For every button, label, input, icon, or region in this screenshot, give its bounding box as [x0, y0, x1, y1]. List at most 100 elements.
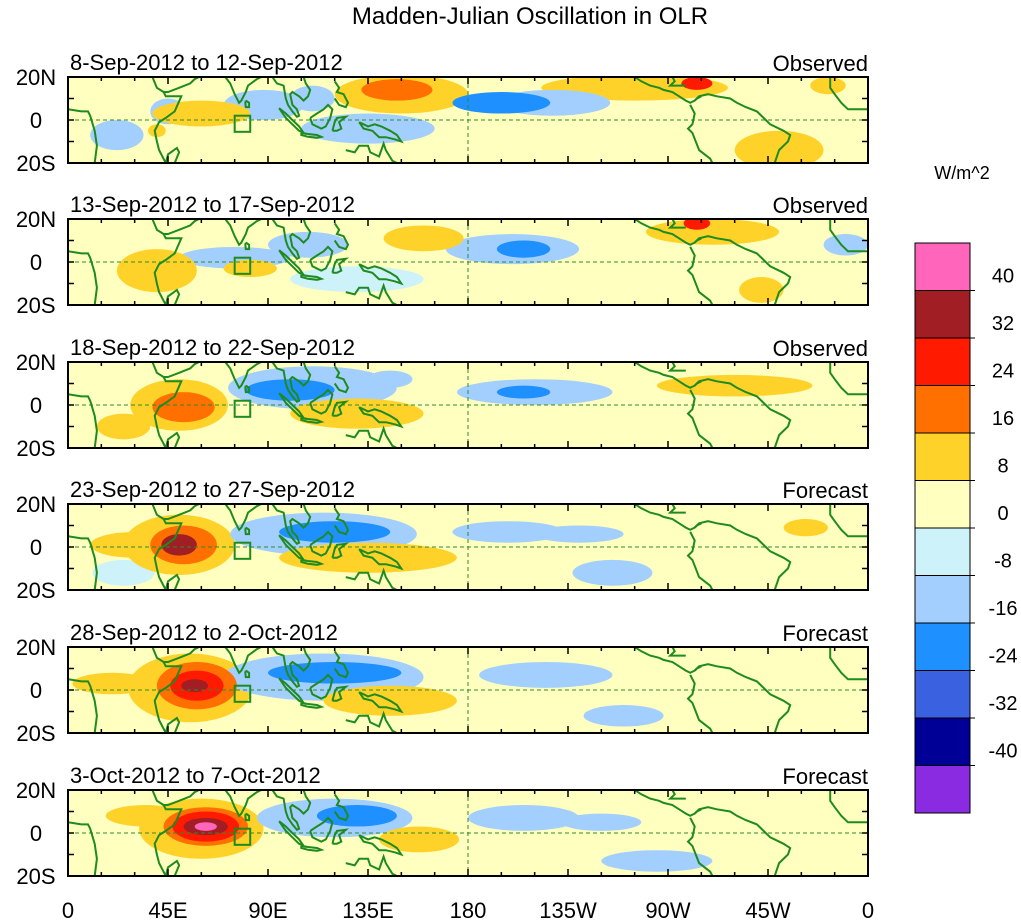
- panel-date-range: 3-Oct-2012 to 7-Oct-2012: [70, 763, 321, 788]
- coastline: [331, 400, 350, 417]
- x-tick-label: 135E: [342, 898, 393, 922]
- colorbar-swatch: [914, 670, 971, 719]
- coastline: [345, 282, 398, 305]
- coastline: [694, 663, 792, 733]
- coastline: [68, 393, 98, 448]
- y-tick-label: 0: [30, 678, 42, 703]
- y-tick-label: 0: [30, 250, 42, 275]
- anomaly-contour: [96, 413, 151, 440]
- colorbar-swatch: [914, 622, 971, 671]
- map-area: [68, 504, 868, 590]
- coastline: [300, 701, 325, 709]
- coastline: [163, 219, 200, 235]
- colorbar-swatch: [914, 290, 971, 339]
- y-tick-label: 20S: [16, 151, 55, 176]
- colorbar-level-label: -32: [989, 693, 1018, 715]
- y-tick-label: 20N: [16, 492, 56, 517]
- coastline: [667, 790, 686, 800]
- coastline: [271, 790, 312, 832]
- colorbar-swatch: [914, 480, 971, 529]
- x-axis: 0 45E 90E 135E 180 135W 90W 45W 0: [62, 898, 874, 922]
- coastline: [151, 790, 183, 876]
- anomaly-contour: [148, 124, 166, 138]
- anomaly-contour: [279, 542, 457, 573]
- coastline: [694, 520, 792, 590]
- coastline: [151, 219, 183, 305]
- anomaly-contour: [316, 805, 397, 827]
- coastline: [333, 365, 350, 394]
- anomaly-contour: [601, 850, 713, 872]
- map-area: [68, 790, 868, 876]
- anomaly-contour: [290, 398, 424, 429]
- y-tick-label: 20S: [16, 864, 55, 889]
- colorbar-level-label: 16: [992, 408, 1014, 430]
- y-tick-label: 20N: [16, 778, 56, 803]
- colorbar-swatch: [914, 575, 971, 624]
- anomaly-contour: [783, 519, 828, 537]
- coastline: [219, 219, 262, 247]
- coastline: [151, 504, 183, 590]
- anomaly-contour: [496, 240, 551, 258]
- anomaly-contour: [681, 77, 713, 90]
- map-area: [68, 362, 868, 448]
- y-tick-label: 0: [30, 393, 42, 418]
- anomaly-contour: [72, 672, 153, 695]
- x-tick-label: 45W: [745, 898, 790, 922]
- anomaly-contour: [823, 234, 868, 256]
- coastline: [333, 650, 350, 679]
- anomaly-contour: [452, 92, 551, 114]
- colorbar-level-label: 40: [992, 266, 1014, 288]
- anomaly-contour: [383, 225, 464, 252]
- coastline: [358, 121, 404, 144]
- colorbar: W/m^2 40 32 24 16 8 0 -8 -16 -24 -32 -40: [914, 163, 1018, 814]
- panel: 8-Sep-2012 to 12-Sep-2012 Observed 20N 0 20S: [16, 50, 869, 176]
- reference-box: [233, 399, 252, 418]
- anomaly-contour: [572, 559, 653, 586]
- colorbar-swatch: [914, 765, 971, 814]
- colorbar-level-label: -24: [989, 646, 1018, 668]
- colorbar-swatch: [914, 432, 971, 481]
- y-tick-label: 20S: [16, 293, 55, 318]
- coastline: [331, 257, 350, 274]
- x-tick-label: 90W: [645, 898, 690, 922]
- coastline: [331, 542, 350, 559]
- coastline: [331, 685, 350, 702]
- anomaly-contour: [152, 392, 215, 423]
- panel-date-range: 18-Sep-2012 to 22-Sep-2012: [70, 335, 355, 360]
- panel-kind-label: Forecast: [782, 764, 868, 789]
- coastline: [331, 115, 350, 132]
- colorbar-level-label: -40: [989, 741, 1018, 763]
- panel: 18-Sep-2012 to 22-Sep-2012 Observed 20N 0 20…: [16, 335, 869, 461]
- coastline: [694, 378, 792, 448]
- coastline: [309, 816, 334, 843]
- x-tick-label: 0: [62, 898, 74, 922]
- coastline: [686, 531, 714, 590]
- coastline: [300, 558, 325, 566]
- coastline: [694, 93, 792, 163]
- x-tick-label: 0: [862, 898, 874, 922]
- coastline: [244, 99, 251, 109]
- chart-title: Madden-Julian Oscillation in OLR: [352, 3, 708, 30]
- coastline: [68, 108, 98, 163]
- coastline: [333, 793, 350, 822]
- coastline: [345, 853, 398, 876]
- coastline: [271, 647, 312, 689]
- coastline: [358, 691, 404, 714]
- coastline: [163, 77, 200, 93]
- coastline: [300, 131, 325, 139]
- anomaly-contour: [194, 822, 217, 831]
- coastline: [219, 362, 262, 390]
- coastline: [667, 77, 686, 87]
- coastline: [686, 674, 714, 733]
- coastline: [333, 222, 350, 251]
- panel-kind-label: Observed: [773, 336, 868, 361]
- reference-box: [233, 114, 252, 133]
- panel-kind-label: Forecast: [782, 621, 868, 646]
- coastline: [219, 647, 262, 675]
- colorbar-level-label: -8: [994, 551, 1012, 573]
- coastline: [829, 647, 868, 681]
- panel: 23-Sep-2012 to 27-Sep-2012 Forecast 20N 0 20…: [16, 477, 869, 603]
- anomaly-contour: [245, 379, 335, 401]
- anomaly-contour: [561, 813, 642, 831]
- coastline: [244, 526, 251, 536]
